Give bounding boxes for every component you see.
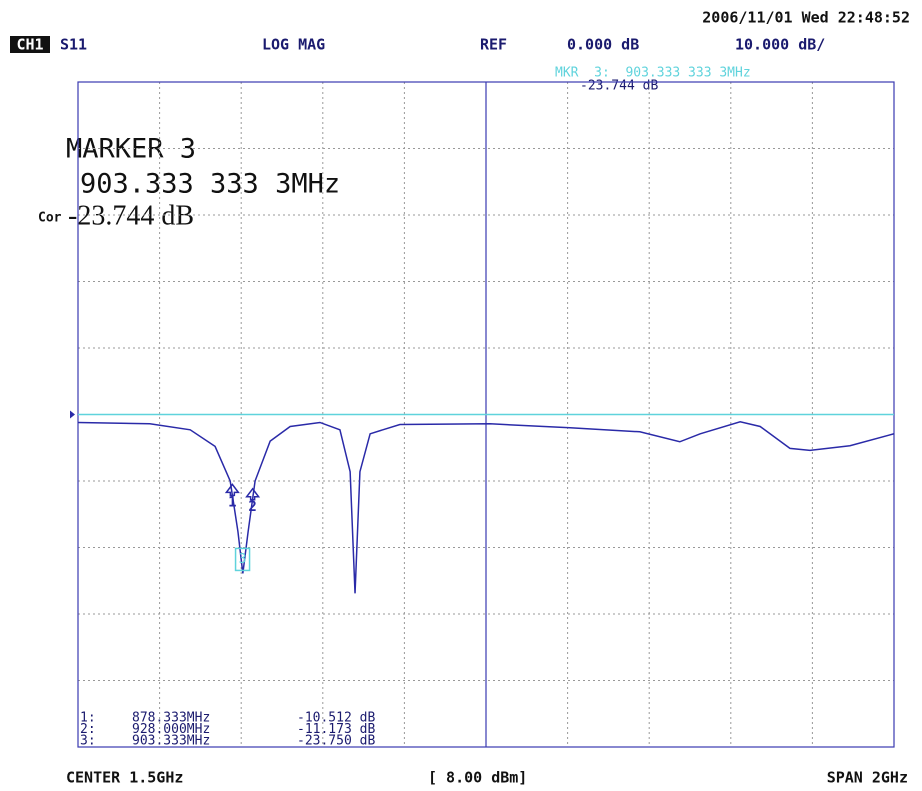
- marker-summary: MKR 3: 903.333 333 3MHz: [555, 66, 751, 81]
- plot: 1 1: 878.333MHz -10.512 dB 2 2: 928.000MHz -11.…: [70, 81, 895, 749]
- marker-value: -23.750 dB: [297, 734, 375, 749]
- marker-arrow: [245, 487, 261, 501]
- ref-value: 0.000 dB: [567, 36, 639, 54]
- marker-frequency: 903.333 333 3MHz: [80, 169, 340, 200]
- power: [ 8.00 dBm]: [428, 769, 527, 787]
- marker-value: -11.173 dB: [297, 722, 375, 737]
- marker-summary-value: -23.744 dB: [580, 79, 658, 94]
- marker-label: 3: [239, 552, 247, 567]
- marker-frequency: 878.333MHz: [132, 711, 210, 726]
- marker-index: 3:: [80, 734, 96, 749]
- marker-value: -23.744 dB: [68, 200, 194, 231]
- marker-title: MARKER 3: [66, 134, 196, 165]
- trace: [77, 421, 895, 594]
- format: LOG MAG: [262, 36, 325, 54]
- channel-badge: [10, 36, 50, 53]
- ref-pointer: [70, 410, 75, 419]
- marker-index: 2:: [80, 722, 96, 737]
- marker-label: 2: [248, 499, 256, 515]
- marker-label: 1: [228, 494, 236, 510]
- parameter: S11: [60, 36, 87, 54]
- marker-index: 1:: [80, 711, 96, 726]
- marker-value: -10.512 dB: [297, 711, 375, 726]
- center: CENTER 1.5GHz: [66, 769, 183, 787]
- channel: CH1: [16, 36, 43, 54]
- marker-arrow: [224, 483, 240, 497]
- marker-box: [234, 547, 251, 572]
- datetime: 2006/11/01 Wed 22:48:52: [702, 9, 910, 27]
- ref-label: REF: [480, 36, 507, 54]
- marker-frequency: 928.000MHz: [132, 722, 210, 737]
- span: SPAN 2GHz: [827, 769, 908, 787]
- marker-frequency: 903.333MHz: [132, 734, 210, 749]
- scale: 10.000 dB/: [735, 36, 825, 54]
- correction: Cor: [38, 211, 62, 226]
